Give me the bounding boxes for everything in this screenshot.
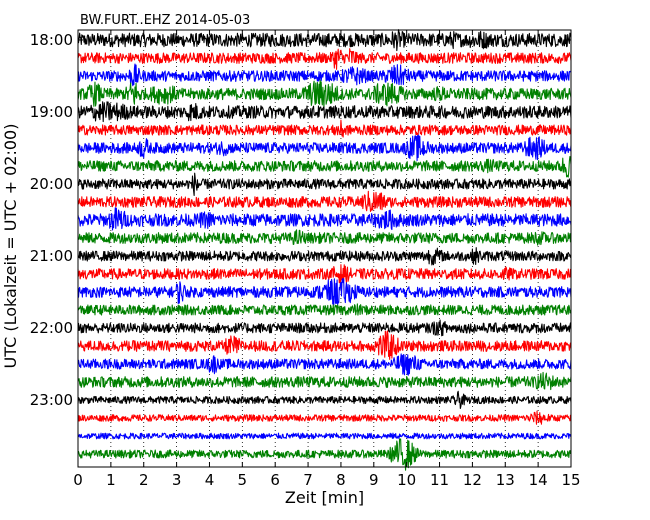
- seismic-trace-2115: [77, 264, 572, 285]
- seismic-trace-2200: [77, 319, 572, 337]
- seismic-trace-2030: [77, 207, 572, 231]
- x-tick-label: 14: [529, 471, 548, 489]
- seismic-trace-2245: [77, 371, 572, 391]
- trace-group: [77, 29, 572, 471]
- x-tick-label: 11: [430, 471, 449, 489]
- x-tick-label: 12: [463, 471, 482, 489]
- y-tick-label: 20:00: [30, 175, 73, 193]
- x-tick-label: 1: [106, 471, 116, 489]
- y-tick-label: 23:00: [30, 391, 73, 409]
- x-axis-ticks: 0 1 2 3 4 5 6 7 8 9 10 11 12 13 14 15: [73, 30, 581, 489]
- seismic-trace-2215: [77, 330, 572, 360]
- seismic-trace-1830: [77, 63, 572, 87]
- x-tick-label: 0: [73, 471, 83, 489]
- y-tick-label: 21:00: [30, 247, 73, 265]
- seismic-trace-2100: [77, 247, 572, 266]
- seismic-trace-1930: [77, 134, 572, 162]
- x-tick-label: 7: [303, 471, 313, 489]
- seismic-trace-1900: [77, 101, 572, 123]
- x-tick-label: 8: [336, 471, 346, 489]
- x-tick-label: 5: [238, 471, 248, 489]
- seismic-trace-1915: [77, 119, 572, 138]
- seismic-trace-2130: [77, 278, 572, 306]
- vertical-grid: [110, 30, 539, 467]
- y-axis-label: UTC (Lokalzeit = UTC + 02:00): [1, 124, 20, 369]
- seismic-trace-2315: [77, 410, 572, 425]
- seismic-trace-2045: [77, 229, 572, 246]
- seismic-trace-2145: [77, 303, 572, 316]
- plot-frame: [77, 29, 572, 468]
- x-tick-label: 10: [397, 471, 416, 489]
- seismic-trace-2330: [77, 432, 572, 440]
- seismic-trace-1945: [77, 155, 572, 178]
- y-tick-label: 22:00: [30, 319, 73, 337]
- seismic-trace-2000: [77, 172, 572, 196]
- y-axis-ticks: 18:00 19:00 20:00 21:00 22:00 23:00: [30, 31, 571, 409]
- x-tick-label: 13: [496, 471, 515, 489]
- chart-title: BW.FURT..EHZ 2014-05-03: [80, 13, 250, 28]
- plot-axes: [77, 29, 572, 468]
- y-tick-label: 19:00: [30, 103, 73, 121]
- x-tick-label: 2: [139, 471, 149, 489]
- seismic-trace-2300: [77, 390, 572, 410]
- x-tick-label: 15: [561, 471, 580, 489]
- seismic-trace-2015: [77, 190, 572, 213]
- seismic-trace-1815: [77, 48, 572, 70]
- seismic-trace-2230: [77, 353, 572, 376]
- x-tick-label: 9: [369, 471, 379, 489]
- y-tick-label: 18:00: [30, 31, 73, 49]
- x-tick-label: 3: [172, 471, 182, 489]
- x-axis-label: Zeit [min]: [285, 488, 364, 507]
- seismic-trace-2345: [77, 438, 572, 471]
- x-tick-label: 6: [270, 471, 280, 489]
- seismic-trace-1845: [77, 79, 572, 108]
- x-tick-label: 4: [205, 471, 215, 489]
- seismic-trace-1800: [77, 29, 572, 52]
